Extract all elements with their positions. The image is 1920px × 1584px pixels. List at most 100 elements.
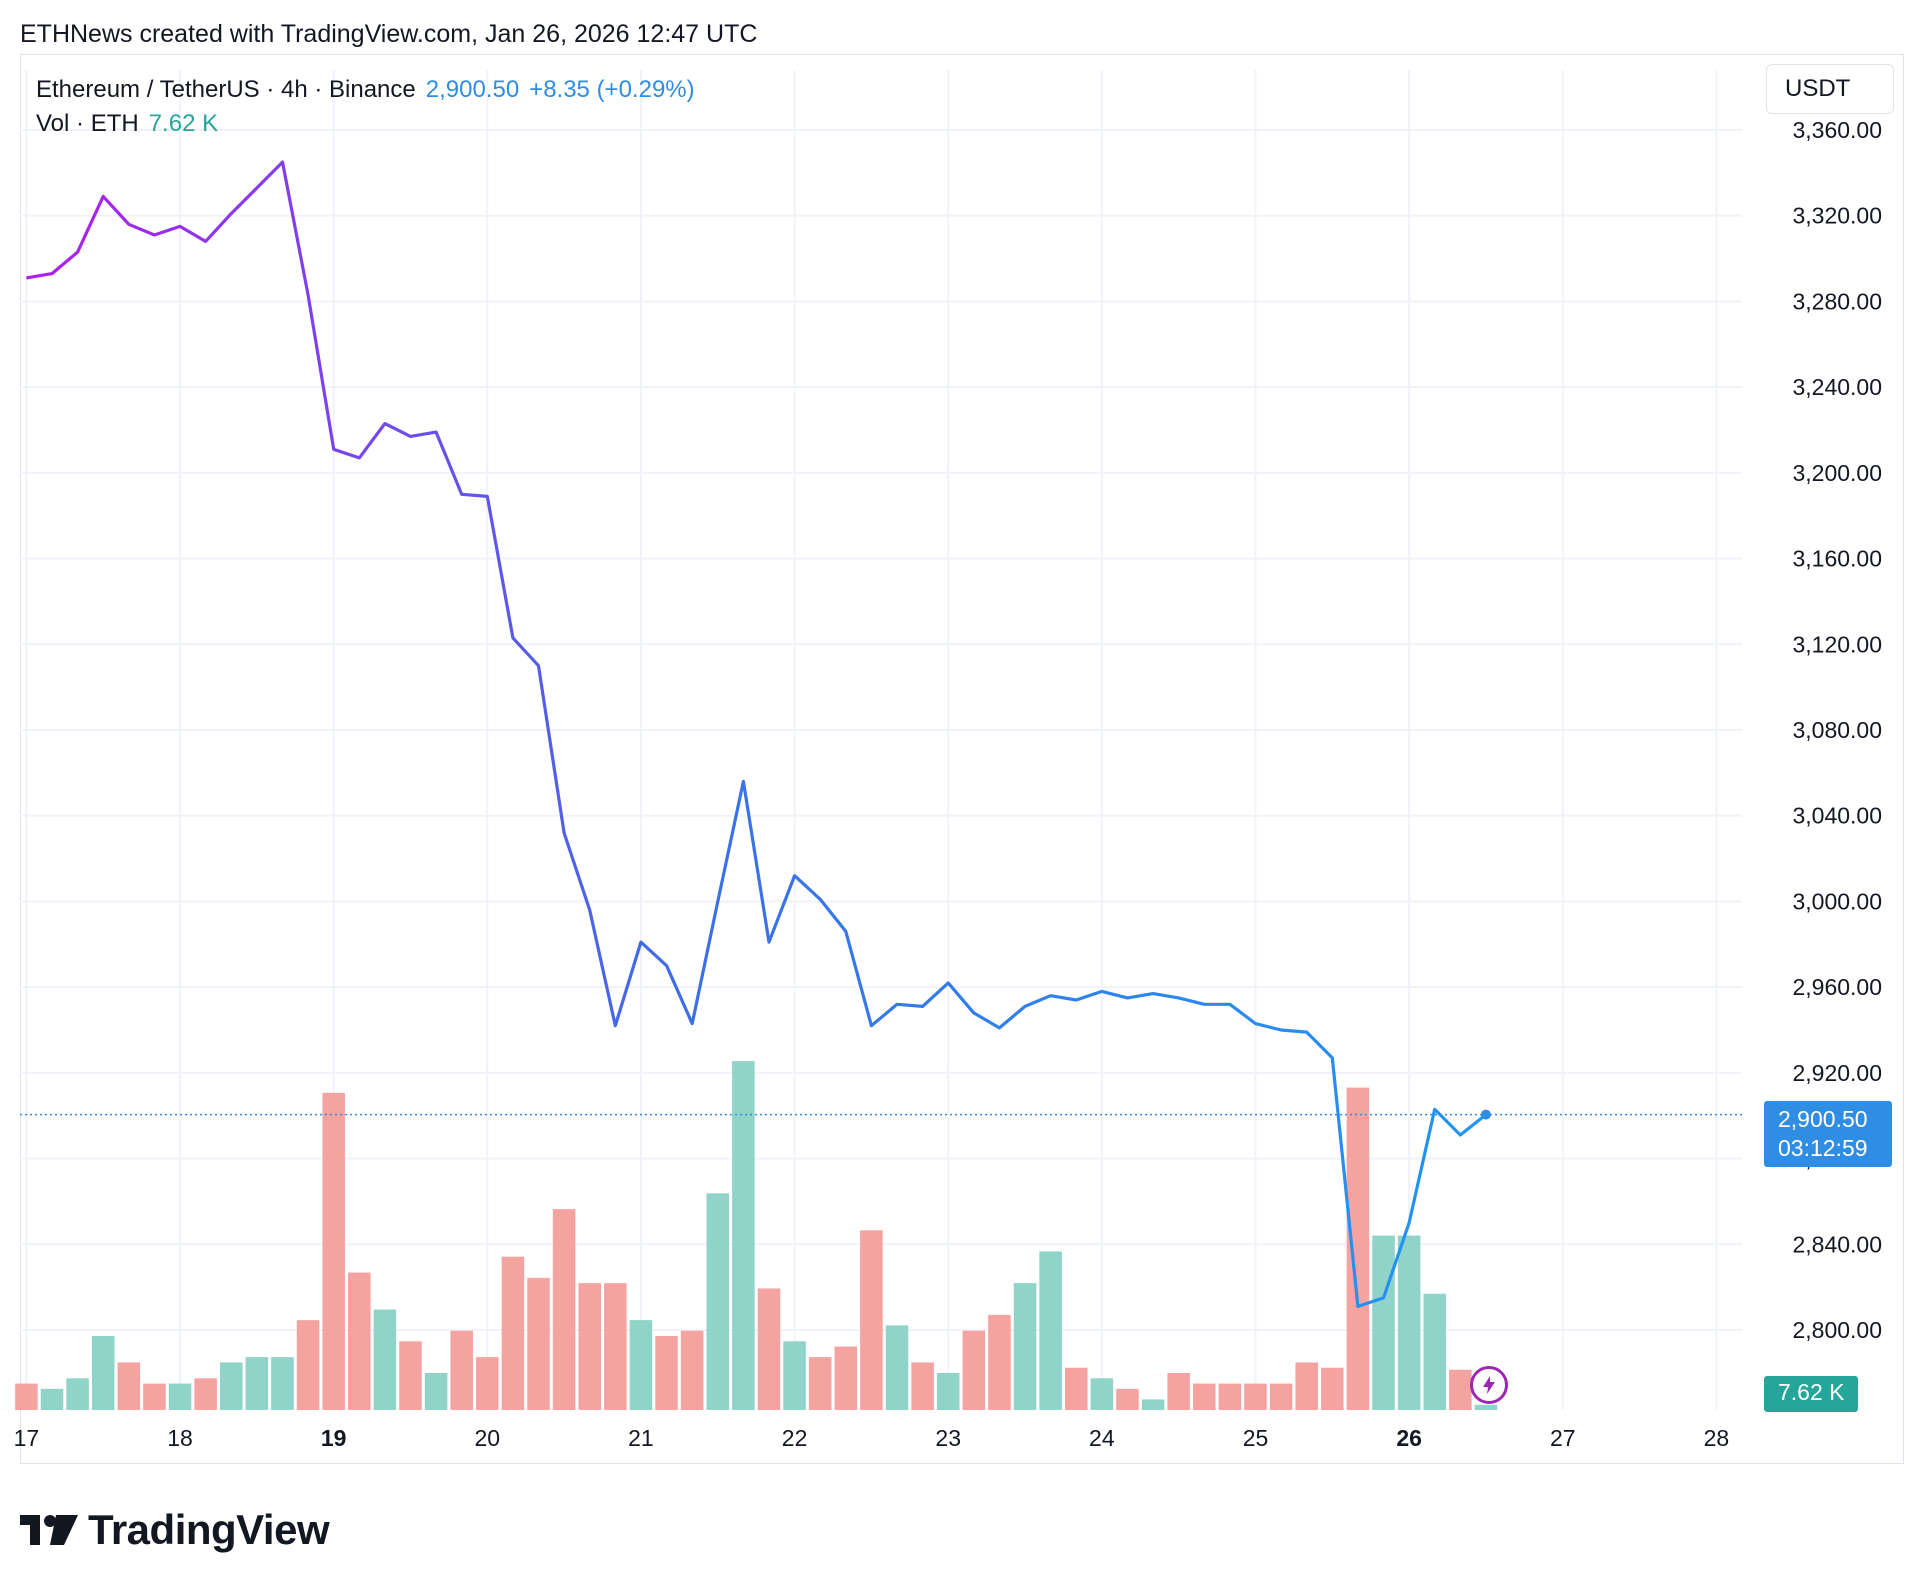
volume-bar [988, 1314, 1011, 1410]
volume-bar [1474, 1404, 1498, 1410]
volume-bars [15, 1061, 1498, 1410]
volume-bar [1244, 1383, 1267, 1410]
y-tick-label: 2,800.00 [1792, 1317, 1882, 1343]
logo-text: TradingView [88, 1506, 330, 1553]
volume-bar [885, 1325, 909, 1410]
x-tick-label: 26 [1396, 1425, 1422, 1451]
x-tick-label: 17 [14, 1425, 40, 1451]
volume-bar [1397, 1235, 1421, 1410]
volume-bar [91, 1336, 115, 1410]
volume-bar [271, 1357, 294, 1410]
volume-bar [1372, 1235, 1395, 1410]
x-tick-label: 27 [1550, 1425, 1576, 1451]
volume-bar [783, 1341, 806, 1410]
volume-bar [1269, 1383, 1293, 1410]
y-tick-label: 3,160.00 [1792, 546, 1882, 572]
volume-bar [860, 1230, 883, 1410]
volume-bar [1423, 1293, 1446, 1410]
volume-bar [296, 1320, 320, 1410]
volume-bar [578, 1283, 601, 1410]
volume-bar [1090, 1378, 1114, 1410]
x-tick-label: 18 [167, 1425, 193, 1451]
volume-bar [552, 1209, 576, 1410]
currency-button[interactable]: USDT [1766, 64, 1894, 114]
volume-bar [219, 1362, 243, 1410]
last-price-marker [1480, 1109, 1491, 1120]
y-tick-label: 3,120.00 [1792, 631, 1882, 657]
volume-bar [117, 1362, 141, 1410]
volume-bar [373, 1309, 397, 1410]
y-tick-label: 3,280.00 [1792, 288, 1882, 314]
bar-countdown: 03:12:59 [1778, 1134, 1868, 1161]
lightning-bolt-icon[interactable] [1470, 1366, 1508, 1404]
x-tick-label: 20 [475, 1425, 501, 1451]
y-tick-label: 2,920.00 [1792, 1060, 1882, 1086]
legend-price-change: +8.35 (+0.29%) [529, 76, 695, 103]
volume-bar [399, 1341, 422, 1410]
volume-bar [962, 1330, 986, 1410]
volume-bar [757, 1288, 781, 1410]
volume-bar [629, 1320, 653, 1410]
volume-bar [66, 1378, 89, 1410]
tradingview-logo[interactable]: TradingView [20, 1506, 330, 1554]
volume-bar [168, 1383, 192, 1410]
volume-bar [732, 1061, 755, 1410]
x-tick-label: 24 [1089, 1425, 1115, 1451]
time-axis: 17 18 19 20 21 22 23 24 25 26 27 28 [14, 1425, 1730, 1451]
volume-bar [245, 1357, 269, 1410]
volume-bar [604, 1283, 627, 1410]
y-tick-label: 3,040.00 [1792, 803, 1882, 829]
volume-bar [1346, 1087, 1370, 1410]
volume-bar [476, 1357, 499, 1410]
volume-bar [1218, 1383, 1242, 1410]
volume-bar [808, 1357, 832, 1410]
volume-bar [15, 1383, 38, 1410]
price-axis: 3,360.00 3,320.00 3,280.00 3,240.00 3,200.00… [1792, 117, 1882, 1343]
volume-bar [1449, 1369, 1472, 1410]
volume-bar [936, 1373, 960, 1410]
chart-frame [20, 54, 1904, 1464]
volume-bar [680, 1330, 704, 1410]
volume-bar [1295, 1362, 1318, 1410]
volume-bar [834, 1346, 858, 1410]
y-tick-label: 2,960.00 [1792, 974, 1882, 1000]
volume-bar [348, 1272, 371, 1410]
volume-bar [501, 1256, 525, 1410]
volume-bar [424, 1373, 448, 1410]
y-tick-label: 3,200.00 [1792, 460, 1882, 486]
price-line-group [20, 160, 1742, 1309]
y-tick-label: 3,000.00 [1792, 888, 1882, 914]
tradingview-logo-icon [20, 1515, 78, 1545]
last-price-label: 2,900.50 [1778, 1105, 1868, 1132]
volume-bar [143, 1383, 166, 1410]
volume-label: Vol · ETH [36, 110, 139, 137]
last-price-tag: 2,900.50 03:12:59 [1764, 1100, 1892, 1167]
volume-tag: 7.62 K [1764, 1376, 1858, 1412]
x-tick-label: 23 [935, 1425, 961, 1451]
legend-volume-value: 7.62 K [148, 110, 219, 137]
volume-bar [1039, 1251, 1062, 1410]
volume-bar [1116, 1388, 1139, 1410]
x-tick-label: 22 [782, 1425, 808, 1451]
price-line [26, 160, 1487, 1309]
volume-bar [911, 1362, 934, 1410]
x-tick-label: 21 [628, 1425, 654, 1451]
volume-legend[interactable]: Vol · ETH 7.62 K [36, 110, 218, 138]
y-tick-label: 3,080.00 [1792, 717, 1882, 743]
volume-bar [527, 1277, 550, 1410]
x-tick-label: 25 [1243, 1425, 1269, 1451]
volume-bar [1064, 1367, 1088, 1410]
legend-last-price: 2,900.50 [425, 76, 520, 103]
symbol-legend[interactable]: Ethereum / TetherUS · 4h · Binance 2,900.… [36, 76, 695, 104]
volume-bar [40, 1388, 64, 1410]
volume-bar [1167, 1373, 1190, 1410]
y-tick-label: 3,320.00 [1792, 203, 1882, 229]
volume-bar [1193, 1383, 1216, 1410]
x-tick-label: 28 [1704, 1425, 1730, 1451]
chart-caption: ETHNews created with TradingView.com, Ja… [20, 20, 758, 48]
volume-bar [1321, 1367, 1344, 1410]
volume-bar [1013, 1283, 1037, 1410]
symbol-title: Ethereum / TetherUS · 4h · Binance [36, 76, 416, 103]
y-tick-label: 3,360.00 [1792, 117, 1882, 143]
